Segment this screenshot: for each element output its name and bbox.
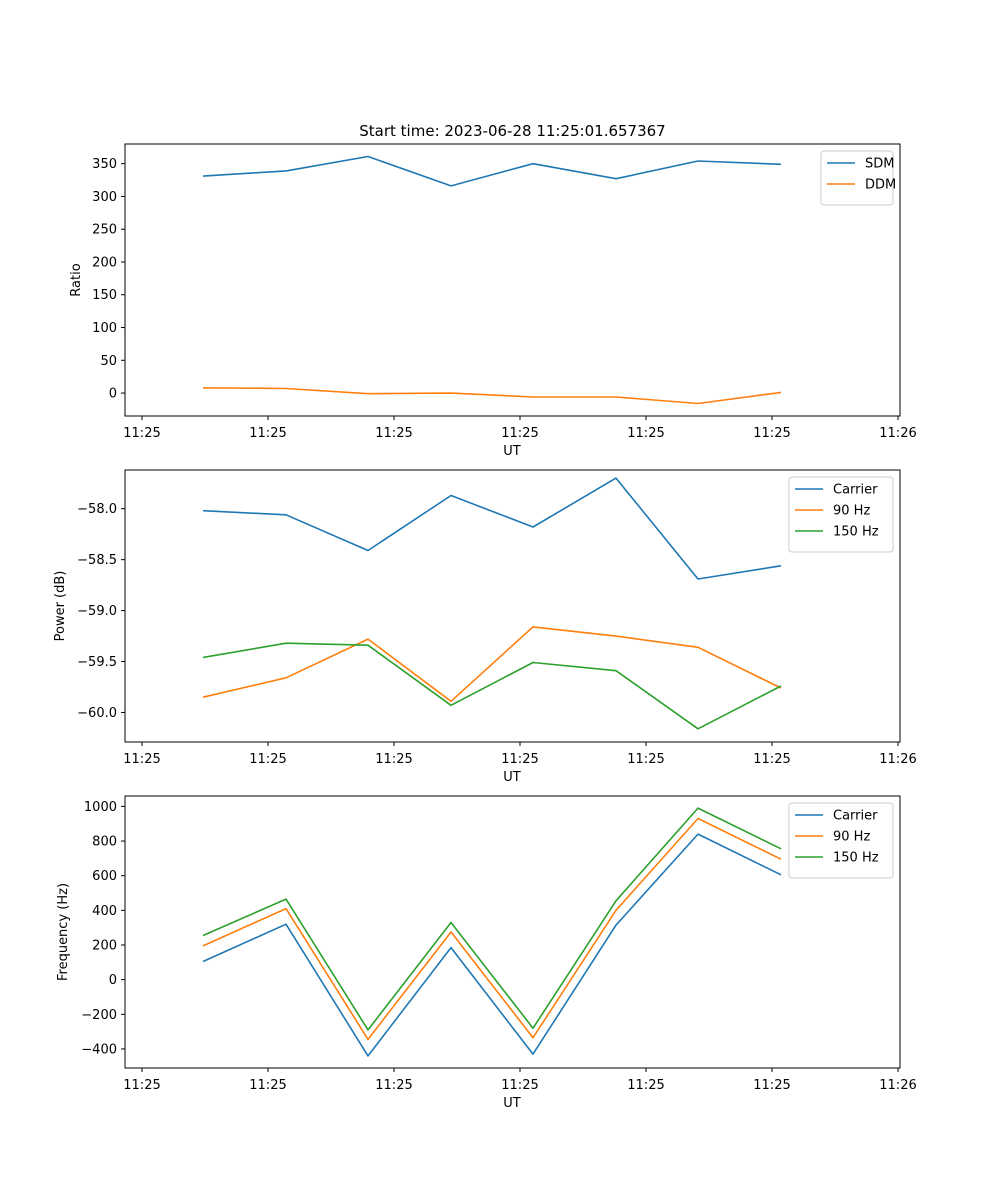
x-tick-label: 11:25 [627, 426, 664, 441]
chart-panel-1: 11:25 11:25 11:25 11:25 11:25 11:25 11:26 UT 0 50… [69, 143, 917, 459]
series-line-carrier [202, 477, 782, 580]
y-axis-label: Ratio [69, 263, 84, 296]
x-tick-label: 11:25 [753, 752, 790, 767]
axes-frame [124, 469, 901, 743]
x-tick-label: 11:25 [375, 752, 412, 767]
y-tick-label: 600 [92, 869, 117, 884]
x-tick-label: 11:25 [501, 752, 538, 767]
y-tick-label: 50 [100, 354, 117, 369]
legend-label: 90 Hz [833, 830, 870, 845]
y-axis-label: Frequency (Hz) [56, 883, 71, 981]
y-tick-label: 350 [92, 157, 117, 172]
y-tick-label: 200 [92, 255, 117, 270]
y-tick-label: 100 [92, 321, 117, 336]
x-tick-label: 11:26 [879, 752, 916, 767]
axes-frame [124, 795, 901, 1069]
x-tick-label: 11:25 [501, 426, 538, 441]
legend-label: 90 Hz [833, 504, 870, 519]
x-tick-label: 11:25 [123, 1078, 160, 1093]
legend: Carrier 90 Hz 150 Hz [788, 476, 894, 553]
x-tick-label: 11:25 [123, 426, 160, 441]
y-tick-label: −60.0 [77, 706, 117, 721]
y-tick-label: 0 [109, 387, 117, 402]
legend: Carrier 90 Hz 150 Hz [788, 802, 894, 879]
y-tick-label: −200 [81, 1008, 117, 1023]
y-tick-label: 1000 [84, 800, 117, 815]
y-tick-label: 200 [92, 938, 117, 953]
legend-box [820, 150, 894, 206]
y-tick-label: −58.0 [77, 502, 117, 517]
y-tick-label: 0 [109, 973, 117, 988]
x-axis-label: UT [503, 770, 521, 785]
legend: SDM DDM [820, 150, 896, 206]
series-line-ddm [202, 387, 782, 405]
legend-box [788, 476, 894, 553]
y-tick-label: 400 [92, 904, 117, 919]
series-line-90-hz [202, 817, 782, 1041]
y-tick-label: 300 [92, 190, 117, 205]
x-tick-label: 11:25 [123, 752, 160, 767]
x-tick-label: 11:25 [375, 426, 412, 441]
chart-panel-3: 11:25 11:25 11:25 11:25 11:25 11:25 11:26 UT −40… [56, 795, 917, 1111]
legend-label: Carrier [833, 483, 878, 498]
series-line-sdm [202, 155, 782, 187]
y-tick-label: −58.5 [77, 553, 117, 568]
x-tick-label: 11:25 [753, 426, 790, 441]
y-axis-label: Power (dB) [53, 571, 68, 642]
figure-title: Start time: 2023-06-28 11:25:01.657367 [359, 122, 665, 140]
series-line-150-hz [202, 642, 782, 730]
y-tick-label: −59.5 [77, 655, 117, 670]
x-tick-label: 11:25 [375, 1078, 412, 1093]
x-tick-label: 11:25 [249, 426, 286, 441]
x-tick-label: 11:25 [627, 1078, 664, 1093]
y-tick-label: −400 [81, 1042, 117, 1057]
legend-label: Carrier [833, 809, 878, 824]
y-tick-label: 250 [92, 223, 117, 238]
legend-box [788, 802, 894, 879]
x-tick-label: 11:25 [627, 752, 664, 767]
series-line-carrier [202, 833, 782, 1057]
series-line-150-hz [202, 807, 782, 1031]
axes-frame [124, 143, 901, 417]
legend-label: 150 Hz [833, 851, 879, 866]
y-tick-label: 150 [92, 288, 117, 303]
y-tick-label: 800 [92, 835, 117, 850]
x-tick-label: 11:25 [249, 752, 286, 767]
chart-panel-2: 11:25 11:25 11:25 11:25 11:25 11:25 11:26 UT −60… [53, 469, 917, 785]
x-axis-label: UT [503, 1096, 521, 1111]
x-tick-label: 11:25 [501, 1078, 538, 1093]
x-tick-label: 11:26 [879, 1078, 916, 1093]
series-line-90-hz [202, 626, 782, 703]
legend-label: 150 Hz [833, 525, 879, 540]
y-tick-label: −59.0 [77, 604, 117, 619]
x-tick-label: 11:25 [249, 1078, 286, 1093]
x-tick-label: 11:25 [753, 1078, 790, 1093]
x-tick-label: 11:26 [879, 426, 916, 441]
legend-label: DDM [865, 178, 896, 193]
x-axis-label: UT [503, 444, 521, 459]
legend-label: SDM [865, 157, 894, 172]
